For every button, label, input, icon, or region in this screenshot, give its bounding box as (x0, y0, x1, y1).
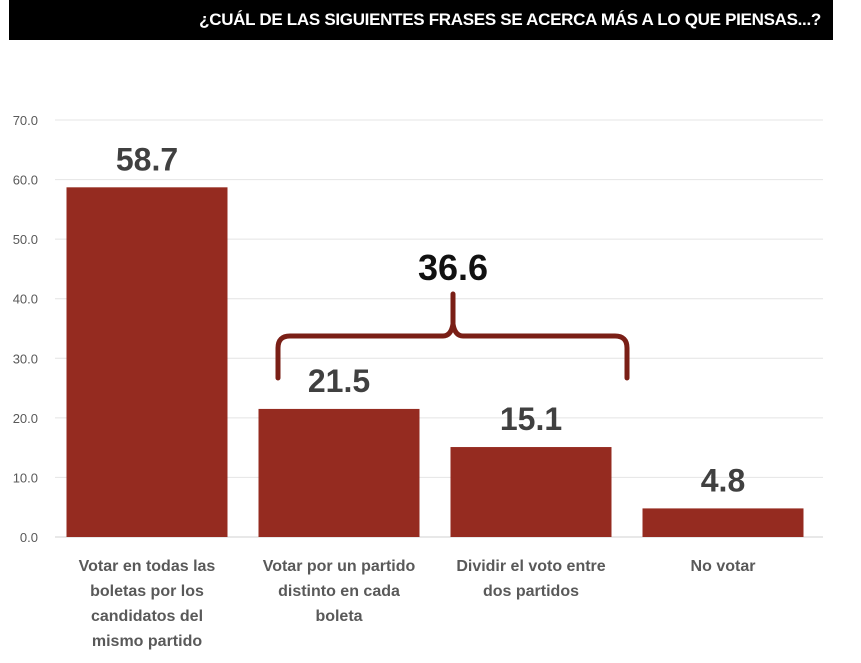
x-tick-label: mismo partido (92, 633, 202, 650)
bar (258, 408, 420, 537)
x-tick-label: Votar en todas las (79, 558, 216, 575)
bar (66, 187, 228, 537)
x-tick-label: dos partidos (483, 583, 579, 600)
data-label: 4.8 (701, 462, 745, 498)
data-label: 21.5 (308, 363, 370, 399)
title-bar: ¿CUÁL DE LAS SIGUIENTES FRASES SE ACERCA… (9, 0, 833, 40)
x-tick-label: Votar por un partido (263, 558, 416, 575)
x-tick-label: distinto en cada (278, 583, 400, 600)
y-tick-label: 50.0 (13, 232, 38, 247)
bar (642, 508, 804, 537)
x-tick-label: No votar (691, 558, 756, 575)
data-label: 15.1 (500, 401, 562, 437)
y-tick-label: 20.0 (13, 411, 38, 426)
y-tick-label: 10.0 (13, 470, 38, 485)
x-tick-label: boletas por los (90, 583, 204, 600)
annotation-label: 36.6 (418, 247, 488, 288)
bar (450, 447, 612, 537)
chart-title: ¿CUÁL DE LAS SIGUIENTES FRASES SE ACERCA… (199, 10, 821, 29)
y-tick-label: 70.0 (13, 113, 38, 128)
x-tick-label: candidatos del (91, 608, 203, 625)
brace-annotation (275, 291, 630, 381)
y-tick-label: 40.0 (13, 292, 38, 307)
x-tick-label: Dividir el voto entre (456, 558, 605, 575)
y-tick-label: 0.0 (20, 530, 38, 545)
data-label: 58.7 (116, 141, 178, 177)
y-tick-label: 60.0 (13, 173, 38, 188)
y-tick-label: 30.0 (13, 351, 38, 366)
x-tick-label: boleta (315, 608, 362, 625)
